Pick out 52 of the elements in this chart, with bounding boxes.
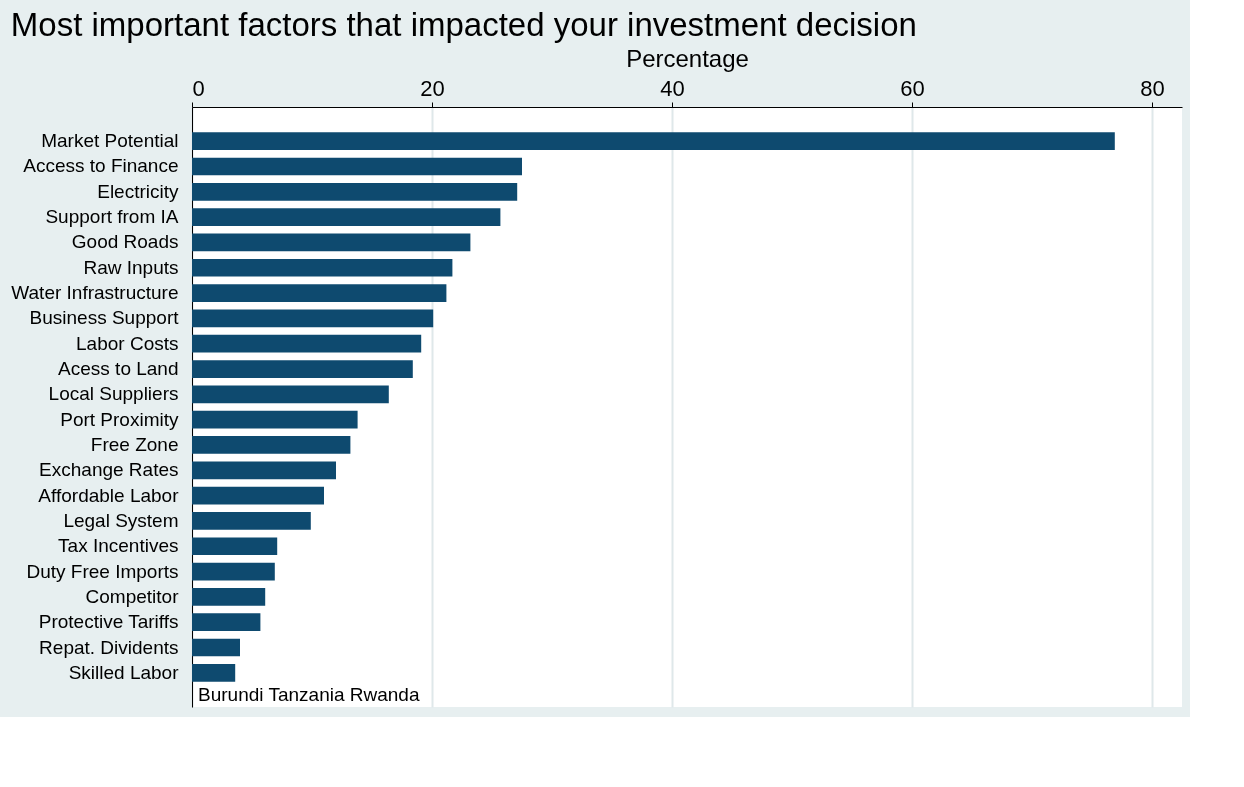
bar: [192, 638, 240, 657]
y-tick-label: Legal System: [63, 509, 179, 531]
y-tick-label: Tax Incentives: [58, 535, 179, 557]
y-tick-label: Access to Finance: [23, 155, 179, 177]
y-tick-label: Acess to Land: [58, 358, 179, 380]
x-tick-label: 80: [1140, 75, 1165, 101]
x-tick-label: 0: [192, 75, 205, 101]
y-tick-label: Skilled Labor: [68, 661, 180, 683]
y-tick-label: Competitor: [85, 585, 180, 607]
bar: [192, 233, 471, 252]
bar: [192, 410, 358, 429]
bar: [192, 334, 422, 353]
bar: [192, 157, 522, 176]
y-tick-label: Port Proximity: [60, 408, 179, 430]
y-tick-label: Support from IA: [45, 206, 179, 228]
x-tick-label: 20: [420, 75, 445, 101]
y-tick-label: Protective Tariffs: [38, 611, 179, 633]
bar: [192, 486, 324, 505]
y-tick-label: Water Infrastructure: [11, 282, 179, 304]
bar: [192, 512, 311, 530]
y-tick-label: Market Potential: [41, 130, 179, 152]
bar: [192, 537, 278, 556]
y-tick-label: Business Support: [29, 307, 180, 329]
y-tick-label: Exchange Rates: [39, 459, 179, 481]
bar: [192, 208, 501, 226]
y-tick-label: Local Suppliers: [48, 383, 179, 405]
x-axis-title: Percentage: [626, 44, 749, 72]
bar: [192, 360, 413, 378]
y-tick-label: Electricity: [97, 180, 179, 202]
bar: [192, 385, 389, 404]
y-tick-label: Good Roads: [71, 231, 179, 253]
x-tick-label: 60: [900, 75, 925, 101]
annotation: Burundi Tanzania Rwanda: [198, 684, 420, 705]
chart-title: Most important factors that impacted your investment decision: [10, 6, 917, 43]
bar: [192, 613, 261, 632]
bar: [192, 588, 266, 606]
y-tick-label: Duty Free Imports: [26, 560, 179, 582]
y-tick-label: Repat. Dividents: [39, 636, 179, 658]
x-tick-label: 40: [660, 75, 685, 101]
bar: [192, 309, 434, 328]
y-tick-label: Labor Costs: [76, 332, 179, 354]
bar: [192, 562, 275, 581]
y-tick-label: Affordable Labor: [38, 484, 180, 506]
y-tick-label: Raw Inputs: [83, 256, 179, 278]
bar: [192, 132, 1115, 151]
y-tick-label: Free Zone: [90, 433, 179, 455]
bar: [192, 284, 447, 302]
bar: [192, 258, 453, 277]
bar: [192, 663, 236, 682]
bar: [192, 461, 336, 480]
bar: [192, 182, 518, 201]
bar: [192, 436, 351, 454]
